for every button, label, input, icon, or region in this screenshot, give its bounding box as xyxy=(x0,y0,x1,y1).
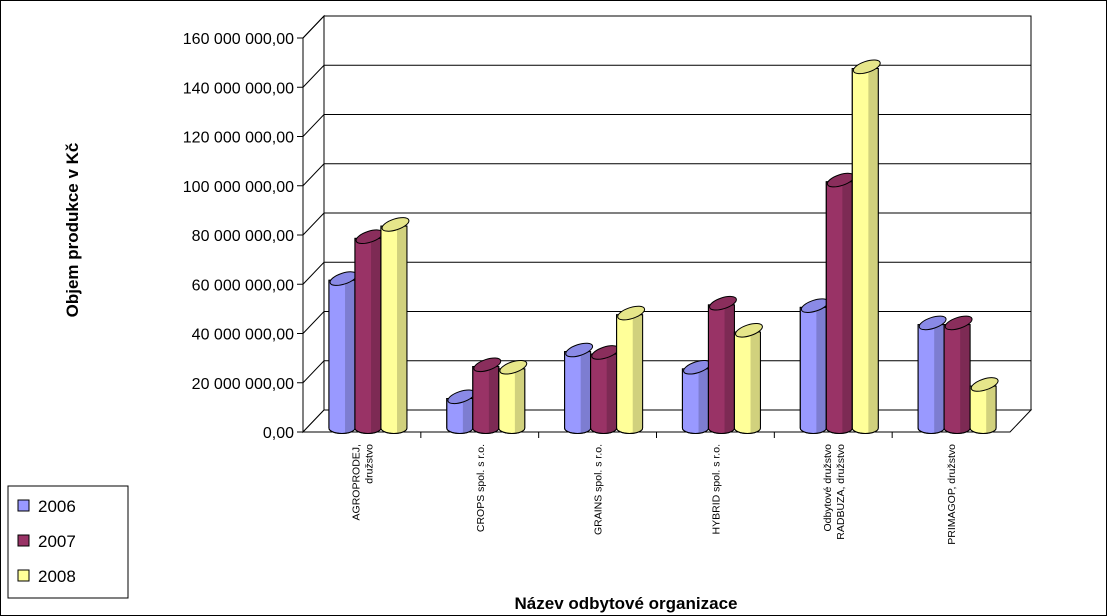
bar-top xyxy=(565,342,594,358)
category-label: PRIMAGOP, družstvo xyxy=(946,444,958,545)
bar-shade xyxy=(606,354,617,433)
gridline xyxy=(302,212,1031,236)
y-tick-label: 20 000 000,00 xyxy=(192,376,294,393)
gridline xyxy=(302,15,1031,39)
bar-top xyxy=(709,295,737,311)
bar-top xyxy=(970,377,999,392)
bar-shade xyxy=(632,314,643,433)
bar-2007-0 xyxy=(354,229,384,434)
bar-shade xyxy=(842,181,853,433)
bar-shade xyxy=(488,366,499,433)
bar-2008-3 xyxy=(733,323,763,434)
gridlines xyxy=(302,15,1031,384)
gridline xyxy=(302,360,1031,384)
y-tick-label: 0,00 xyxy=(263,425,294,442)
legend-swatch xyxy=(17,569,30,582)
legend-label: 2007 xyxy=(38,532,76,551)
y-tick-label: 80 000 000,00 xyxy=(192,228,294,245)
bar-shade xyxy=(698,368,709,433)
bar-shade xyxy=(724,304,735,433)
bars xyxy=(328,59,999,434)
bar-2006-4 xyxy=(799,298,829,434)
bar-top xyxy=(381,217,410,232)
legend-label: 2008 xyxy=(38,567,76,586)
bar-shade xyxy=(514,368,525,433)
bar-2007-2 xyxy=(590,345,620,434)
category-label: HYBRID spol. s r.o. xyxy=(710,444,722,534)
bar-2006-5 xyxy=(917,315,947,434)
legend-swatch xyxy=(17,499,30,512)
category-label: RADBUZA, družstvo xyxy=(835,444,847,540)
bar-top xyxy=(617,305,646,321)
category-label: CROPS spol. s r.o. xyxy=(475,444,487,532)
bar-shade xyxy=(462,398,473,433)
bar-outline xyxy=(616,314,644,434)
bar-2007-3 xyxy=(707,295,737,434)
bar-2006-1 xyxy=(446,389,476,434)
bar-2006-2 xyxy=(564,342,594,434)
bar-2008-5 xyxy=(969,377,999,434)
bar-outline xyxy=(733,331,761,434)
legend-swatch xyxy=(17,534,30,547)
gridline xyxy=(302,311,1031,334)
bar-top xyxy=(735,323,763,338)
gridline xyxy=(302,64,1031,88)
bar-2007-4 xyxy=(825,172,855,434)
y-tick-label: 40 000 000,00 xyxy=(192,327,294,344)
y-tick-label: 60 000 000,00 xyxy=(192,277,294,294)
bar-shade xyxy=(750,331,761,433)
category-label: družstvo xyxy=(363,444,375,484)
bar-top xyxy=(499,359,528,375)
bar-2007-5 xyxy=(943,315,973,434)
x-axis-labels: AGROPRODEJ, družstvo CROPS spol. s r.o. GRA… xyxy=(350,444,958,545)
bar-shade xyxy=(580,351,591,433)
y-axis-ticks: 0,00 20 000 000,00 40 000 000,00 60 000 000… xyxy=(183,31,893,442)
bar-outline xyxy=(851,67,879,434)
bar-shade xyxy=(345,280,355,433)
y-tick-label: 100 000 000,00 xyxy=(183,179,294,196)
bar-shade xyxy=(868,68,879,433)
bar-outline xyxy=(969,385,997,434)
bar-shade xyxy=(934,324,945,433)
category-label: Odbytové družstvo xyxy=(822,444,834,532)
bar-top xyxy=(852,59,881,75)
gridline xyxy=(302,261,1031,285)
bar-2008-4 xyxy=(851,59,881,434)
bar-outline xyxy=(498,368,526,434)
gridline xyxy=(302,163,1031,187)
bar-2008-0 xyxy=(380,217,410,434)
bar-shade xyxy=(816,307,827,433)
bar-2006-0 xyxy=(328,271,358,434)
bar-2007-1 xyxy=(472,357,502,434)
gridline xyxy=(302,114,1031,137)
bar-shade xyxy=(960,324,971,433)
category-label: AGROPRODEJ, xyxy=(350,444,362,520)
bar-shade xyxy=(986,386,997,433)
bar-2008-2 xyxy=(616,305,646,434)
y-tick-label: 140 000 000,00 xyxy=(183,80,294,97)
legend-label: 2006 xyxy=(38,497,76,516)
bar-top xyxy=(473,357,502,373)
bar-top xyxy=(944,315,973,331)
y-axis-title: Objem produkce v Kč xyxy=(63,143,82,318)
legend: 2006 2007 2008 xyxy=(7,485,129,599)
y-tick-label: 160 000 000,00 xyxy=(183,31,294,48)
bar-2006-3 xyxy=(681,359,711,434)
y-tick-label: 120 000 000,00 xyxy=(183,130,294,147)
bar-2008-1 xyxy=(498,359,528,434)
x-axis-title: Název odbytové organizace xyxy=(515,594,738,613)
bar-shade xyxy=(371,238,381,433)
bar-top xyxy=(918,315,947,331)
category-label: GRAINS spol. s r.o. xyxy=(593,444,605,535)
bar-outline xyxy=(380,225,408,434)
bar-shade xyxy=(397,226,407,433)
